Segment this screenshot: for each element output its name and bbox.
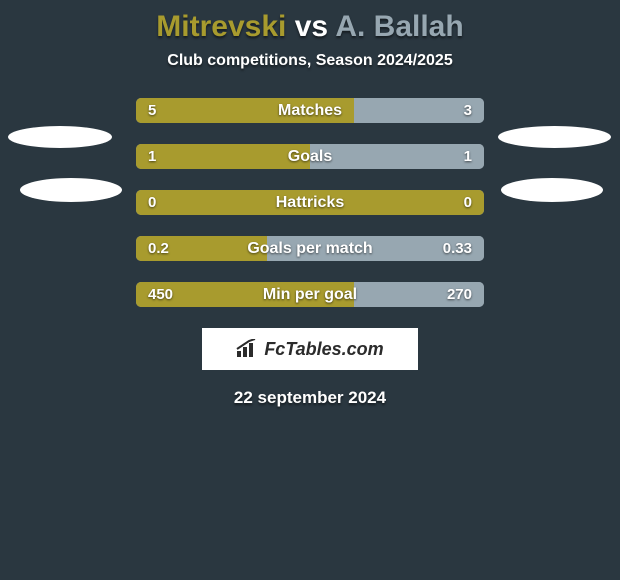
subtitle: Club competitions, Season 2024/2025: [0, 52, 620, 70]
stat-value-left: 450: [148, 282, 173, 307]
stat-value-right: 270: [447, 282, 472, 307]
stat-bar-track: [136, 282, 484, 307]
player2-club-placeholder: [501, 178, 603, 202]
stat-value-right: 3: [464, 98, 472, 123]
player1-avatar-placeholder: [8, 126, 112, 148]
stat-value-left: 5: [148, 98, 156, 123]
stat-row: Goals per match0.20.33: [0, 236, 620, 261]
stat-value-right: 0.33: [443, 236, 472, 261]
stat-value-left: 1: [148, 144, 156, 169]
stat-bar-left: [136, 98, 354, 123]
stat-value-right: 1: [464, 144, 472, 169]
stat-row: Matches53: [0, 98, 620, 123]
stat-bar-track: [136, 190, 484, 215]
stat-bar-track: [136, 236, 484, 261]
stat-bar-left: [136, 144, 310, 169]
stat-bar-left: [136, 190, 484, 215]
stat-value-right: 0: [464, 190, 472, 215]
brand-badge: FcTables.com: [202, 328, 418, 370]
player2-name: A. Ballah: [335, 10, 463, 43]
vs-separator: vs: [286, 10, 335, 43]
stat-bar-right: [310, 144, 484, 169]
stat-row: Goals11: [0, 144, 620, 169]
player1-name: Mitrevski: [156, 10, 286, 43]
stat-bar-track: [136, 98, 484, 123]
player2-avatar-placeholder: [498, 126, 611, 148]
bar-chart-icon: [236, 339, 260, 359]
comparison-title: Mitrevski vs A. Ballah: [0, 0, 620, 44]
stat-row: Min per goal450270: [0, 282, 620, 307]
date-text: 22 september 2024: [0, 388, 620, 408]
stat-bar-track: [136, 144, 484, 169]
player1-club-placeholder: [20, 178, 122, 202]
stat-value-left: 0.2: [148, 236, 169, 261]
stat-value-left: 0: [148, 190, 156, 215]
brand-text: FcTables.com: [264, 339, 383, 360]
